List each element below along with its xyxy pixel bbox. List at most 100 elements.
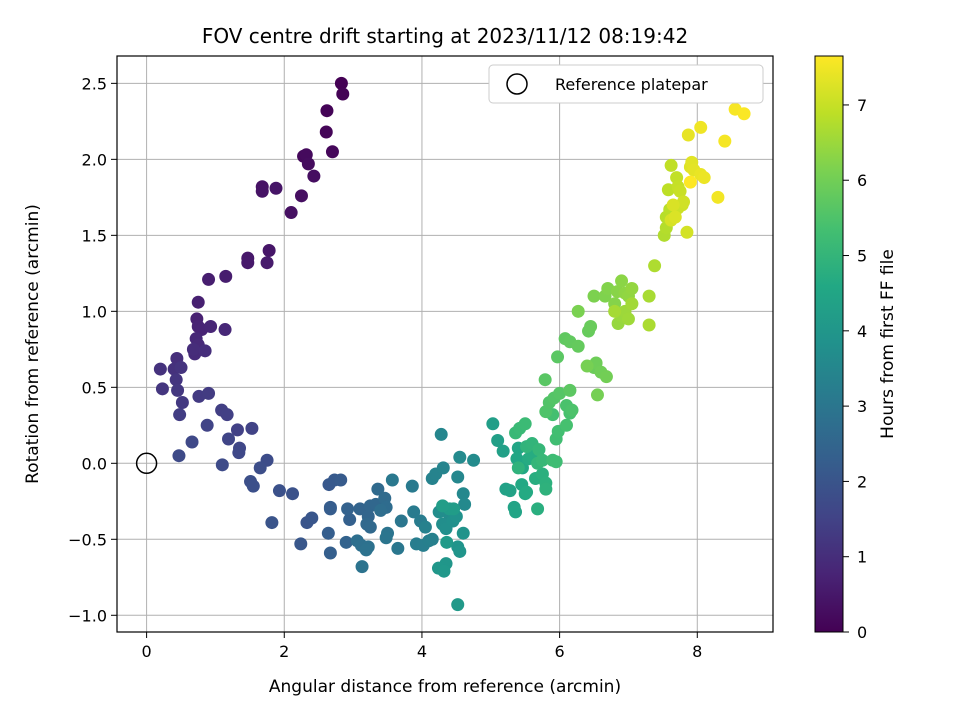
y-tick-label: 2.0 bbox=[82, 150, 107, 169]
data-point bbox=[458, 497, 472, 511]
reference-marker bbox=[135, 452, 158, 475]
colorbar-tick-label: 7 bbox=[857, 96, 867, 115]
data-point bbox=[590, 388, 604, 402]
data-point bbox=[615, 274, 629, 288]
data-point bbox=[694, 120, 708, 134]
data-point bbox=[174, 361, 188, 375]
colorbar-tick-label: 5 bbox=[857, 247, 867, 266]
colorbar-tick-label: 6 bbox=[857, 171, 867, 190]
data-point bbox=[363, 520, 377, 534]
data-point bbox=[245, 421, 259, 435]
y-axis-label: Rotation from reference (arcmin) bbox=[23, 204, 43, 484]
data-point bbox=[336, 87, 350, 101]
data-point bbox=[307, 169, 321, 183]
data-point bbox=[269, 181, 283, 195]
y-tick-label: 1.5 bbox=[82, 226, 107, 245]
data-point bbox=[385, 473, 399, 487]
data-point bbox=[323, 502, 337, 516]
data-point bbox=[666, 198, 680, 212]
data-point bbox=[571, 304, 585, 318]
data-point bbox=[355, 560, 369, 574]
colorbar-tick-label: 2 bbox=[857, 472, 867, 491]
data-point bbox=[486, 417, 500, 431]
data-point bbox=[305, 511, 319, 525]
data-point bbox=[230, 423, 244, 437]
data-point bbox=[697, 171, 711, 185]
data-point bbox=[520, 485, 534, 499]
data-point bbox=[341, 502, 355, 516]
data-point bbox=[436, 499, 450, 513]
data-point bbox=[391, 541, 405, 555]
data-point bbox=[551, 350, 565, 364]
colorbar-label: Hours from first FF file bbox=[878, 249, 898, 439]
data-point bbox=[453, 450, 467, 464]
y-tick-label: −1.0 bbox=[68, 606, 107, 625]
data-point bbox=[325, 145, 339, 159]
data-point bbox=[664, 158, 678, 172]
x-tick-label: 4 bbox=[417, 642, 427, 661]
y-tick-labels: −1.0 −0.5 0.0 0.5 1.0 1.5 2.0 2.5 bbox=[68, 74, 107, 625]
x-tick-label: 2 bbox=[279, 642, 289, 661]
data-point bbox=[681, 128, 695, 142]
data-point bbox=[535, 453, 549, 467]
colorbar-ticks: 0 1 2 3 4 5 6 7 bbox=[843, 96, 867, 642]
data-point bbox=[447, 502, 461, 516]
data-point bbox=[155, 382, 169, 396]
data-point bbox=[608, 304, 622, 318]
plot-area bbox=[117, 56, 773, 632]
data-point bbox=[538, 373, 552, 387]
y-tick-label: 0.5 bbox=[82, 378, 107, 397]
data-point bbox=[343, 513, 357, 527]
data-point bbox=[371, 482, 385, 496]
colorbar-tick-label: 3 bbox=[857, 397, 867, 416]
data-point bbox=[453, 544, 467, 558]
data-point bbox=[456, 487, 470, 501]
data-point bbox=[294, 189, 308, 203]
data-point bbox=[353, 502, 367, 516]
chart-title: FOV centre drift starting at 2023/11/12 … bbox=[202, 24, 688, 48]
data-point bbox=[587, 289, 601, 303]
data-point bbox=[559, 418, 573, 432]
data-point bbox=[232, 446, 246, 460]
data-point bbox=[531, 502, 545, 516]
data-point bbox=[571, 339, 585, 353]
x-tick-label: 6 bbox=[555, 642, 565, 661]
data-point bbox=[198, 344, 212, 358]
data-point bbox=[334, 473, 348, 487]
data-point bbox=[451, 598, 465, 612]
data-point bbox=[173, 408, 187, 422]
data-point bbox=[202, 386, 216, 400]
data-point bbox=[436, 461, 450, 475]
data-point bbox=[491, 434, 505, 448]
data-point bbox=[553, 386, 567, 400]
data-point bbox=[673, 184, 687, 198]
plot-frame bbox=[116, 55, 774, 633]
data-point bbox=[511, 461, 525, 475]
data-point bbox=[204, 320, 218, 334]
data-point bbox=[437, 564, 451, 578]
data-point bbox=[222, 432, 236, 446]
data-point bbox=[253, 461, 267, 475]
data-point bbox=[405, 479, 419, 493]
data-point bbox=[171, 383, 185, 397]
data-point bbox=[599, 370, 613, 384]
data-point bbox=[185, 435, 199, 449]
data-point bbox=[246, 479, 260, 493]
y-tick-label: 2.5 bbox=[82, 74, 107, 93]
y-tick-label: −0.5 bbox=[68, 530, 107, 549]
data-point bbox=[456, 526, 470, 540]
data-point bbox=[467, 453, 481, 467]
data-point bbox=[265, 516, 279, 530]
data-point bbox=[683, 175, 697, 189]
data-point bbox=[451, 470, 465, 484]
legend-box bbox=[488, 64, 764, 104]
colorbar-tick-label: 0 bbox=[857, 623, 867, 642]
data-point bbox=[284, 206, 298, 220]
data-point bbox=[509, 505, 523, 519]
data-point bbox=[262, 244, 276, 258]
data-point bbox=[503, 484, 517, 498]
data-point bbox=[272, 484, 286, 498]
data-point bbox=[584, 320, 598, 334]
data-point bbox=[321, 526, 335, 540]
data-point bbox=[677, 195, 691, 209]
